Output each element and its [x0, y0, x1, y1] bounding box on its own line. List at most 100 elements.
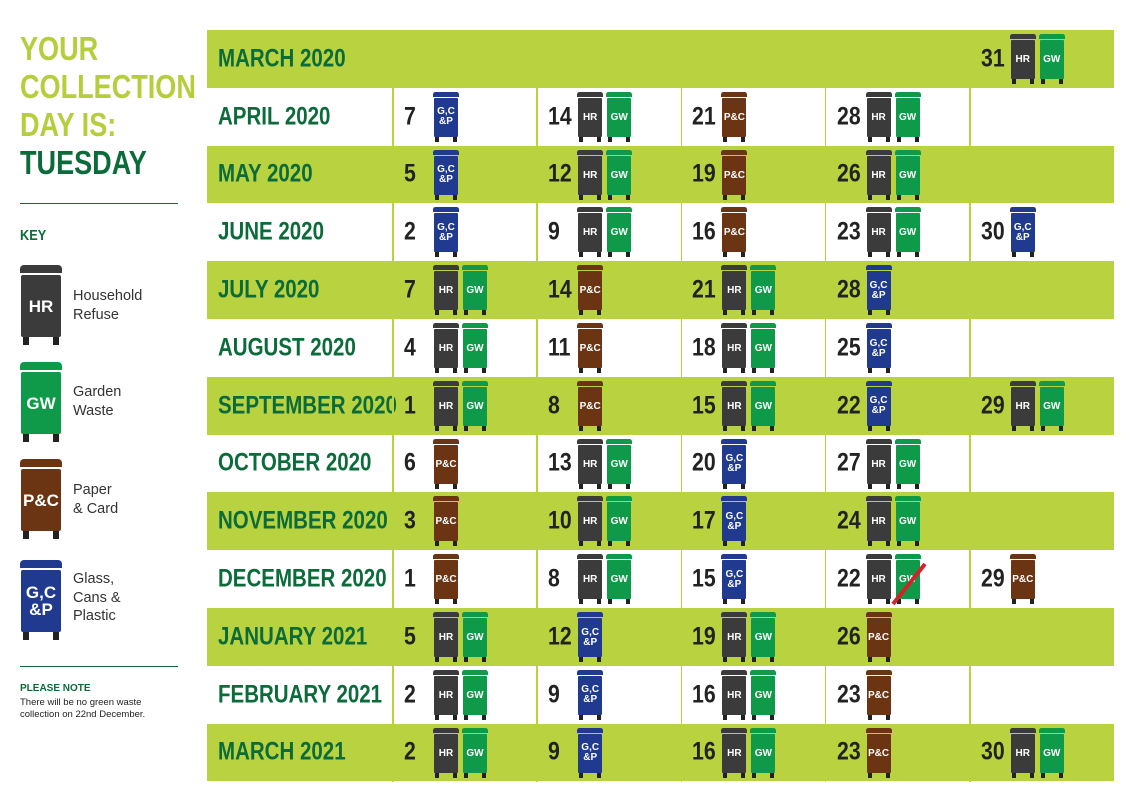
- bin-wheel: [435, 252, 439, 258]
- hr-bin-icon: HR: [865, 207, 892, 258]
- gw-bin-icon: GW: [462, 669, 488, 720]
- month-name: JULY 2020: [218, 275, 320, 304]
- bin-lid: [721, 669, 748, 675]
- empty-cell: [970, 666, 1114, 724]
- bin-label: GW: [466, 343, 484, 354]
- bin-wheel: [597, 772, 602, 778]
- bin-group: HR GW: [577, 207, 633, 258]
- collection-date: 2: [404, 737, 416, 766]
- key-title: KEY: [20, 227, 47, 244]
- calendar-row: NOVEMBER 2020 3 P&C 10 HR GW 17 G,C &P 24 HR GW: [207, 492, 1114, 551]
- collection-date: 21: [692, 275, 717, 304]
- bin-wheel: [435, 425, 439, 431]
- bin-wheel: [1029, 252, 1034, 258]
- bin-label: G,C &P: [437, 164, 455, 186]
- bin-label: GW: [1043, 400, 1061, 412]
- bin-group: G,C &P: [721, 438, 748, 489]
- bin-label: HR: [871, 458, 886, 470]
- month-cell: FEBRUARY 2021: [207, 666, 393, 724]
- collection-date: 21: [692, 102, 717, 131]
- bin-wheel: [885, 136, 890, 142]
- gcp-bin-icon: G,C &P: [721, 554, 748, 605]
- collection-cell: 23 P&C: [826, 724, 970, 782]
- gcp-bin-icon: G,C &P: [1009, 207, 1036, 258]
- bin-body: [866, 502, 891, 542]
- collection-day: TUESDAY: [20, 144, 147, 181]
- bin-body: [434, 329, 458, 368]
- bin-wheel: [453, 599, 457, 605]
- collection-cell: 26 HR GW: [826, 146, 970, 204]
- collection-cell: 14 P&C: [537, 261, 681, 319]
- bin-lid: [865, 323, 892, 328]
- bin-body: [434, 502, 458, 542]
- collection-date: 26: [836, 622, 861, 651]
- bin-wheel: [579, 541, 584, 547]
- bin-wheel: [770, 714, 775, 720]
- bin-body: [578, 444, 603, 484]
- gw-bin-icon: GW: [462, 380, 488, 431]
- collection-cell: 29 P&C: [970, 550, 1114, 608]
- bin-group: P&C: [721, 207, 748, 258]
- bin-wheel: [53, 337, 59, 345]
- bin-lid: [462, 727, 488, 733]
- collection-day-heading: YOUR COLLECTION DAY IS: TUESDAY: [20, 30, 196, 182]
- bin-body: [463, 329, 487, 368]
- gcp-bin-icon: G,C &P: [433, 149, 459, 200]
- bin-label: GW: [466, 285, 484, 297]
- empty-cell: [826, 30, 970, 88]
- bin-group: HR GW: [865, 554, 927, 606]
- bin-wheel: [1011, 252, 1016, 258]
- bin-wheel: [482, 368, 486, 373]
- bin-body: [866, 271, 891, 311]
- bin-lid: [433, 149, 459, 155]
- hr-bin-icon: HR: [721, 727, 748, 778]
- bin-label: G,C &P: [725, 453, 744, 475]
- collection-cell: 18 HR GW: [681, 319, 825, 377]
- bin-wheel: [752, 714, 757, 720]
- bin-wheel: [435, 657, 439, 662]
- bin-wheel: [597, 657, 602, 662]
- collection-date: 26: [836, 159, 861, 188]
- bin-lid: [577, 380, 604, 386]
- collection-date: 28: [836, 102, 861, 131]
- month-cell: JUNE 2020: [207, 203, 393, 261]
- hr-bin-icon: HR: [721, 323, 748, 373]
- collection-cell: 12 HR GW: [537, 146, 681, 204]
- bin-body: [463, 618, 487, 657]
- bin-label: HR: [727, 343, 742, 354]
- collection-cell: 10 HR GW: [537, 492, 681, 550]
- gw-bin-icon: GW: [462, 727, 488, 778]
- collection-cell: 2 G,C &P: [393, 203, 537, 261]
- gw-bin-icon: GW: [750, 669, 777, 720]
- gw-bin-icon: GW: [462, 612, 488, 662]
- bin-wheel: [885, 541, 890, 547]
- bin-wheel: [885, 194, 890, 200]
- collection-date: 22: [836, 391, 861, 420]
- bin-lid: [1009, 380, 1036, 386]
- bin-wheel: [579, 136, 584, 142]
- hr-bin-icon: HR: [721, 669, 748, 720]
- gcp-bin-icon: G,C &P: [721, 496, 748, 547]
- bin-group: G,C &P: [1009, 207, 1036, 258]
- hr-bin-icon: HR: [433, 669, 459, 720]
- heading-line-2: COLLECTION: [20, 68, 196, 105]
- bin-body: [463, 271, 487, 311]
- bin-label: GW: [754, 343, 772, 354]
- bin-wheel: [867, 772, 872, 778]
- hr-bin-icon: HR: [433, 727, 459, 778]
- month-name: AUGUST 2020: [218, 333, 356, 362]
- bin-wheel: [885, 368, 890, 373]
- collection-date: 19: [692, 159, 717, 188]
- bin-lid: [721, 323, 748, 328]
- bin-body: [21, 570, 61, 632]
- bin-lid: [577, 727, 604, 733]
- calendar-row: APRIL 2020 7 G,C &P 14 HR GW 21 P&C 28 HR GW: [207, 87, 1114, 146]
- bin-body: [21, 275, 61, 337]
- bin-body: [1010, 386, 1035, 426]
- gw-bin-icon: GW: [750, 265, 777, 316]
- bin-lid: [750, 380, 777, 386]
- bin-body: [578, 271, 603, 311]
- hr-bin-icon: HR: [1009, 727, 1036, 778]
- bin-label: GW: [1043, 54, 1061, 65]
- bin-label: P&C: [1012, 574, 1034, 586]
